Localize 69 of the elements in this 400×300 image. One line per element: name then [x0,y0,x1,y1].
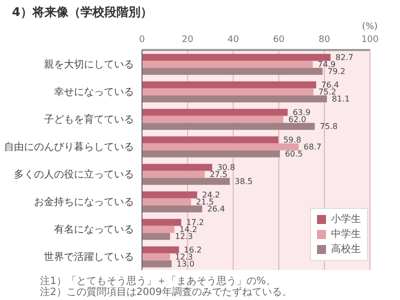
chart-title: 4）将来像（学校段階別） [12,4,152,21]
bar [142,108,288,116]
x-tick-label: 100 [361,35,379,45]
y-tick-label: 幸せになっている [54,86,134,98]
y-tick-label: 子どもを育てている [44,113,134,126]
bar [142,170,205,178]
data-label: 62.0 [288,115,306,124]
bar [142,253,170,260]
bar [142,260,172,268]
bar [142,122,315,130]
data-label: 26.4 [207,204,226,214]
legend-label: 小学生 [331,212,361,227]
data-label: 24.2 [202,190,220,200]
bar [142,95,327,102]
legend-label: 中学生 [331,228,361,242]
bar [142,54,331,61]
bar [142,218,182,226]
data-label: 17.2 [186,218,204,228]
x-tick-label: 20 [182,35,194,45]
data-label: 60.5 [284,150,303,159]
bar [142,88,314,96]
data-label: 81.1 [332,94,350,104]
bar [142,205,202,212]
data-label: 75.8 [320,122,338,132]
data-label: 30.8 [217,163,236,172]
y-tick-label: 有名になっている [54,223,134,236]
bar [142,150,280,158]
text: 注2）この質問項目は2009年調査のみでたずねている。 [40,287,292,298]
data-label: 82.7 [336,53,354,62]
y-tick-label: お金持ちになっている [34,196,134,208]
data-label: 12.3 [175,252,193,262]
data-label: 79.2 [328,67,346,76]
x-tick-label: 60 [273,35,285,45]
data-label: 38.5 [234,177,253,186]
bar [142,164,212,171]
bar [142,116,284,123]
bar [142,178,230,185]
bar [142,60,313,68]
bar [142,226,174,233]
bar [142,198,192,206]
data-label: 68.7 [304,142,322,152]
data-label: 76.4 [321,80,340,90]
x-axis-title: (%) [362,22,378,32]
text: 注1）「とてもそう思う」＋「まあそう思う」の%。 [40,276,277,287]
data-label: 74.9 [318,60,336,70]
bar [142,143,299,150]
legend-label: 高校生 [331,242,361,257]
x-tick-label: 40 [227,35,240,45]
data-label: 27.5 [210,170,228,180]
data-label: 14.2 [179,225,198,234]
y-tick-label: 世界で活躍している [44,250,134,263]
data-label: 21.5 [196,198,214,207]
x-tick-label: 80 [318,35,330,45]
bar [142,68,323,75]
bar [142,232,170,240]
y-tick-label: 自由にのんびり暮らしている [4,140,134,153]
data-label: 75.2 [318,88,336,97]
data-label: 16.2 [184,246,202,255]
data-label: 12.3 [175,232,193,242]
bar [142,246,179,254]
bar [142,81,316,88]
bar [142,136,278,144]
bar [142,191,198,198]
data-label: 63.9 [292,108,311,118]
y-tick-label: 親を大切にしている [44,58,134,70]
y-tick-label: 多くの人の役に立っている [14,168,134,180]
data-label: 13.0 [176,260,194,269]
data-label: 59.8 [283,136,302,145]
x-tick-label: 0 [139,35,146,45]
